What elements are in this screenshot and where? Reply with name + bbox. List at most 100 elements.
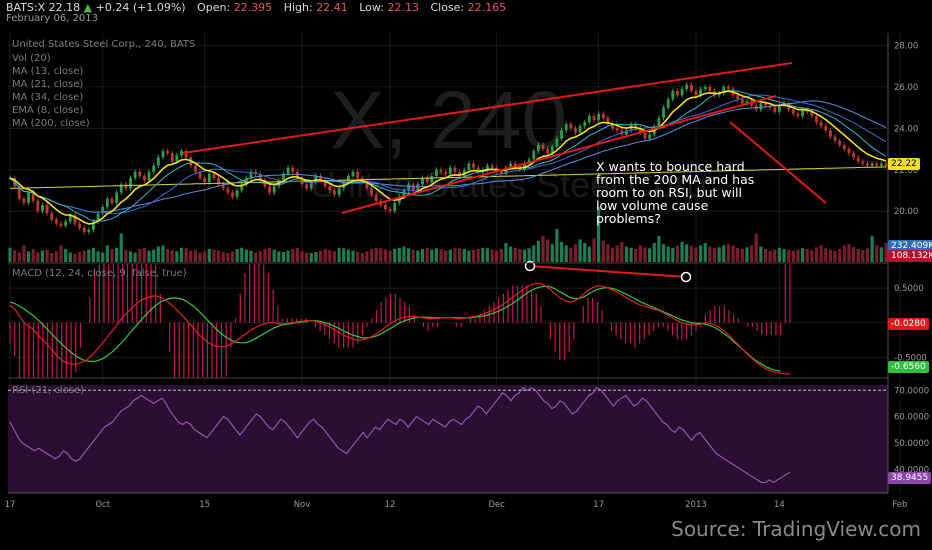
candle-body <box>143 175 146 181</box>
macd-divergence-line <box>529 265 687 278</box>
symbol: BATS:X <box>6 1 46 14</box>
candle-body <box>856 157 860 162</box>
candle-body <box>773 107 777 112</box>
volume-bar <box>782 248 786 262</box>
volume-bar <box>736 247 740 262</box>
candle-body <box>824 126 828 131</box>
candle-body <box>485 165 489 170</box>
candle-body <box>574 128 577 133</box>
volume-bar <box>457 248 462 262</box>
candle-body <box>685 84 689 89</box>
volume-bar <box>550 244 554 262</box>
volume-bar <box>490 249 494 262</box>
candle-body <box>620 130 624 135</box>
volume-bar <box>689 245 693 262</box>
volume-bar <box>230 251 235 262</box>
volume-bar <box>235 248 239 262</box>
volume-bar <box>643 247 647 262</box>
candle-body <box>133 171 137 179</box>
volume-bar <box>249 250 253 262</box>
volume-bar <box>513 247 517 262</box>
volume-bar <box>439 248 443 262</box>
candle-body <box>666 99 670 108</box>
volume-bar <box>40 250 45 262</box>
volume-bar <box>569 247 573 262</box>
candle-body <box>384 204 387 210</box>
rsi-main-line <box>9 386 791 484</box>
volume-bar <box>838 248 842 262</box>
low-value: 22.13 <box>387 1 419 14</box>
volume-bar <box>661 244 666 262</box>
candle-body <box>833 136 837 141</box>
rsi-tick-label: 70.0000 <box>894 386 929 396</box>
volume-bar <box>597 207 601 262</box>
candle-body <box>550 146 554 154</box>
candle-body <box>601 113 605 118</box>
candle-body <box>226 188 230 193</box>
price-change: +0.24 (+1.09%) <box>95 1 186 14</box>
candle-body <box>249 171 253 179</box>
volume-bar <box>430 249 434 262</box>
volume-bar <box>861 250 865 262</box>
volume-bar <box>105 245 109 262</box>
candle-body <box>50 213 54 220</box>
price-tick-label: 26.00 <box>894 83 918 93</box>
candle-body <box>235 190 239 197</box>
volume-bar <box>546 239 550 262</box>
grid <box>8 33 901 493</box>
candle-body <box>105 198 109 208</box>
volume-bar <box>45 249 49 262</box>
volume-bar <box>309 252 313 262</box>
volume-bar <box>59 245 63 262</box>
candle-body <box>861 161 865 164</box>
macd-histogram <box>9 264 791 378</box>
time-tick-label: 17 <box>593 500 604 510</box>
candle-body <box>41 204 44 212</box>
candle-body <box>295 171 299 179</box>
volume-bar <box>318 250 323 262</box>
candle-body <box>351 171 355 176</box>
candle-body <box>207 173 211 183</box>
volume-bar <box>291 248 295 262</box>
volume-bar <box>800 248 805 262</box>
time-tick-label: Feb <box>892 500 907 510</box>
candle-body <box>305 184 309 189</box>
volume-bar <box>615 245 619 262</box>
candle-body <box>740 99 744 104</box>
time-tick-label: 15 <box>199 500 210 510</box>
volume-bar <box>485 248 489 262</box>
candle-body <box>801 109 804 116</box>
divergence-marker-start <box>524 260 536 272</box>
candle-body <box>291 167 295 172</box>
candle-body <box>727 86 730 89</box>
volume-bar <box>244 249 248 262</box>
volume-bar <box>189 250 193 262</box>
volume-bar <box>342 248 346 262</box>
candle-body <box>662 107 665 118</box>
volume-bar <box>685 244 689 262</box>
volume-bar <box>101 252 105 262</box>
legend-ema8: EMA (8, close) <box>12 105 84 116</box>
volume-bar <box>119 233 123 262</box>
volume-bar <box>717 247 721 262</box>
candle-body <box>759 103 763 110</box>
time-tick-label: 2013 <box>685 500 707 510</box>
volume-bar <box>207 248 211 262</box>
candle-body <box>319 175 322 181</box>
open-value: 22.395 <box>233 1 273 14</box>
candle-body <box>370 188 373 195</box>
candle-body <box>611 124 614 129</box>
volume-bar <box>671 247 675 262</box>
legend-macd: MACD (12, 24, close, 9, false, true) <box>12 268 187 279</box>
volume-bar <box>712 248 717 262</box>
candle-body <box>430 175 434 183</box>
divergence-marker-end <box>680 271 692 283</box>
moving-averages <box>9 89 887 225</box>
rsi-tick-label: 50.0000 <box>894 439 929 449</box>
volume-bar <box>397 247 401 262</box>
bar-date: February 06, 2013 <box>6 13 99 24</box>
candle-body <box>31 192 35 201</box>
candle-body <box>203 178 207 183</box>
time-tick-label: Nov <box>294 500 311 510</box>
candle-body <box>499 171 503 174</box>
